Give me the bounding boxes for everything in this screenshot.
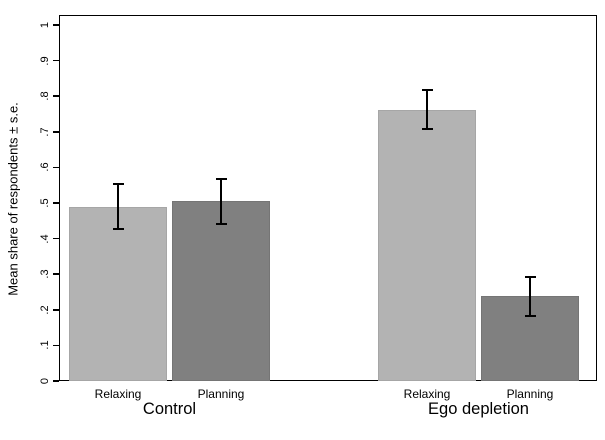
- error-bar-cap-top-control-relaxing: [112, 183, 124, 186]
- y-tick-mark: [53, 202, 59, 204]
- plot-area: [59, 15, 597, 381]
- error-bar-cap-bottom-control-planning: [215, 222, 227, 225]
- y-tick-label: .7: [39, 127, 51, 137]
- y-axis-title-text: Mean share of respondents ± s.e.: [5, 102, 21, 296]
- bar-label-control-relaxing: Relaxing: [94, 387, 142, 401]
- y-tick-label: .4: [39, 234, 51, 244]
- y-tick-label: .2: [39, 305, 51, 315]
- y-tick-mark: [53, 237, 59, 240]
- error-bar-cap-bottom-ego-depletion-relaxing: [421, 128, 433, 131]
- y-tick-label: .1: [39, 340, 51, 350]
- error-bar-line-ego-depletion-planning: [529, 276, 531, 316]
- error-bar-cap-top-ego-depletion-planning: [524, 275, 536, 278]
- bar-label-ego-depletion-relaxing: Relaxing: [403, 387, 451, 401]
- y-tick-label: .9: [39, 56, 51, 66]
- error-bar-cap-top-ego-depletion-relaxing: [421, 89, 433, 92]
- error-bar-line-ego-depletion-relaxing: [426, 90, 428, 130]
- group-label-ego-depletion: Ego depletion: [428, 400, 529, 418]
- y-tick-mark: [53, 309, 59, 311]
- error-bar-cap-top-control-planning: [215, 177, 227, 180]
- error-bar-line-control-planning: [220, 178, 222, 224]
- y-tick-mark: [53, 380, 59, 382]
- y-tick-mark: [53, 273, 59, 275]
- y-tick-mark: [53, 166, 59, 169]
- error-bar-line-control-relaxing: [117, 184, 119, 229]
- bar-control-relaxing: [69, 206, 167, 381]
- y-tick-mark: [53, 95, 59, 97]
- y-tick-mark: [53, 59, 59, 62]
- y-tick-label: .3: [39, 269, 51, 279]
- y-tick-mark: [53, 131, 59, 133]
- bar-ego-depletion-relaxing: [378, 109, 476, 381]
- y-tick-label: .8: [39, 91, 51, 101]
- bar-label-control-planning: Planning: [197, 387, 245, 401]
- error-bar-cap-bottom-control-relaxing: [112, 227, 124, 230]
- group-label-control: Control: [142, 400, 197, 418]
- y-tick-label: .5: [39, 198, 51, 208]
- error-bar-cap-bottom-ego-depletion-planning: [524, 314, 536, 317]
- y-tick-label: .6: [39, 162, 51, 172]
- y-tick-mark: [53, 344, 59, 347]
- y-tick-label: 0: [39, 377, 51, 385]
- bar-label-ego-depletion-planning: Planning: [506, 387, 554, 401]
- y-tick-mark: [53, 24, 59, 26]
- y-tick-label: 1: [39, 21, 51, 29]
- bar-control-planning: [172, 201, 270, 381]
